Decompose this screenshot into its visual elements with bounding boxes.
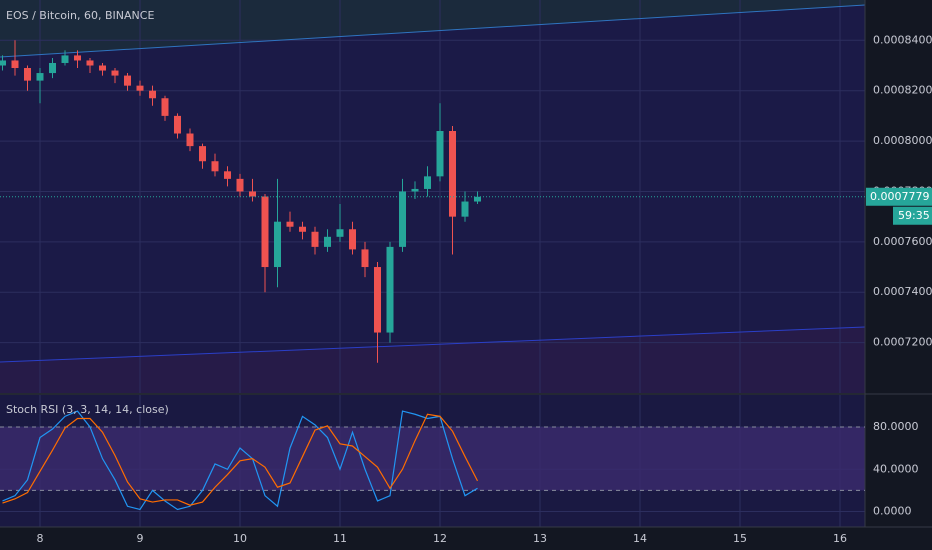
y-tick-label: 0.0000	[873, 505, 912, 518]
stoch-line	[2, 410, 478, 511]
channel-lower	[0, 326, 866, 363]
candle-body	[436, 131, 444, 177]
band-fill	[0, 426, 865, 491]
candle-body	[374, 267, 381, 333]
y-tick-label: 0.0008000	[873, 134, 932, 147]
last-price-label: 0.0007779	[870, 190, 930, 203]
candle-body	[299, 226, 306, 232]
chart-title: EOS / Bitcoin, 60, BINANCE	[6, 9, 154, 22]
candle-body	[36, 73, 44, 81]
candle-body	[361, 249, 369, 268]
x-tick-label: 14	[633, 532, 647, 545]
candle-body	[424, 176, 431, 189]
candle-body	[161, 98, 169, 116]
x-tick-label: 16	[833, 532, 847, 545]
time-axis	[0, 527, 932, 550]
candle-body	[74, 55, 81, 61]
channel-upper	[0, 4, 866, 58]
candle-body	[136, 85, 144, 91]
candle-body	[124, 75, 131, 86]
countdown-label: 59:35	[898, 209, 930, 222]
candle-body	[61, 55, 69, 63]
x-tick-label: 12	[433, 532, 447, 545]
candle-body	[411, 188, 419, 192]
candle-body	[324, 236, 331, 247]
y-tick-label: 0.0007200	[873, 336, 932, 349]
y-tick-label: 40.0000	[873, 462, 919, 475]
candle-body	[349, 229, 356, 250]
lower-zone	[0, 327, 865, 393]
candle-body	[199, 146, 206, 162]
candle-body	[399, 191, 406, 247]
candle-body	[111, 70, 119, 76]
candle-body	[286, 221, 294, 227]
candle-body	[224, 171, 231, 179]
candle-body	[474, 196, 481, 202]
candle-body	[11, 60, 19, 69]
stoch-line	[2, 413, 479, 506]
candle-body	[386, 246, 394, 333]
candle-body	[336, 229, 344, 237]
grid	[0, 0, 865, 527]
candle-body	[211, 161, 219, 172]
candle-body	[99, 65, 106, 71]
price-axis	[865, 0, 932, 550]
candle-body	[274, 221, 281, 268]
candle-body	[24, 68, 31, 81]
candle-body	[449, 131, 456, 217]
x-tick-label: 13	[533, 532, 547, 545]
x-tick-label: 10	[233, 532, 247, 545]
x-tick-label: 9	[137, 532, 144, 545]
candle-body	[0, 60, 7, 66]
candle-body	[261, 196, 269, 268]
y-tick-label: 0.0007600	[873, 235, 932, 248]
candle-body	[249, 191, 256, 197]
candle-body	[174, 115, 181, 134]
candle-body	[49, 62, 56, 74]
candle-body	[236, 178, 244, 192]
candle-body	[461, 201, 469, 217]
candle-body	[86, 60, 94, 66]
countdown-box	[893, 206, 932, 225]
last-price-box	[866, 187, 932, 206]
marks	[0, 40, 865, 511]
y-tick-label: 0.0007400	[873, 285, 932, 298]
candle-body	[311, 231, 319, 247]
x-tick-label: 11	[333, 532, 347, 545]
y-tick-label: 0.0008400	[873, 33, 932, 46]
x-tick-label: 8	[37, 532, 44, 545]
upper-zone	[0, 0, 865, 57]
indicator-title: Stoch RSI (3, 3, 14, 14, close)	[6, 403, 169, 416]
x-tick-label: 15	[733, 532, 747, 545]
y-tick-label: 80.0000	[873, 420, 919, 433]
candle-body	[149, 90, 156, 99]
candle-body	[186, 133, 194, 147]
y-tick-label: 0.0008200	[873, 84, 932, 97]
